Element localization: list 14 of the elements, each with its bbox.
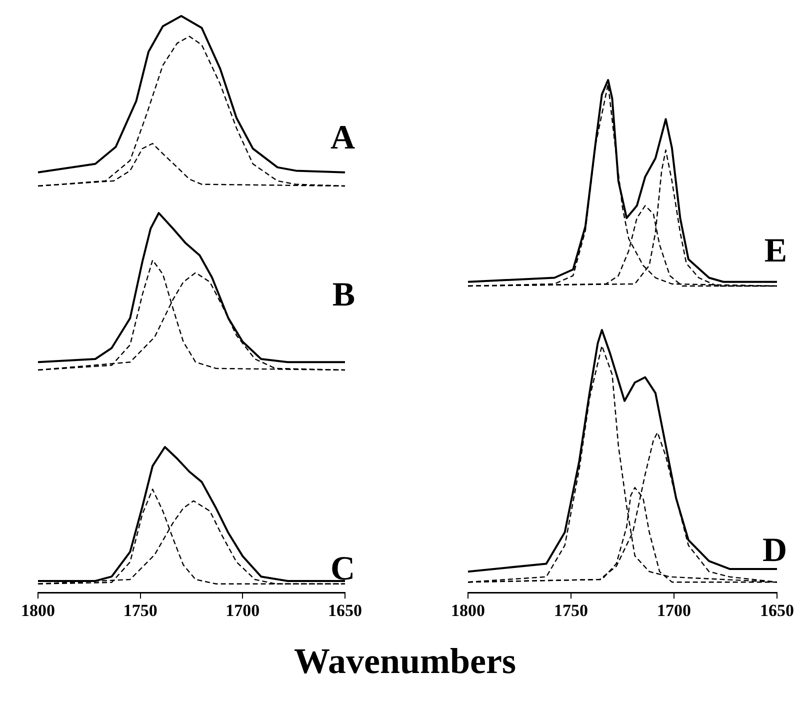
x-tick-label: 1750 [554,601,588,620]
x-tick-label: 1650 [328,601,362,620]
text: B [332,276,355,314]
text: C [330,550,355,588]
text: E [764,232,787,270]
x-tick-label: 1750 [123,601,158,620]
x-tick-label: 1800 [21,601,55,620]
x-tick-label: 1700 [226,601,260,620]
x-tick-label: 1700 [657,601,691,620]
x-tick-label: 1650 [760,601,794,620]
x-tick-label: 1800 [451,601,485,620]
x-axis-title: Wavenumbers [292,640,517,682]
text: D [762,532,787,570]
text: A [330,120,356,157]
